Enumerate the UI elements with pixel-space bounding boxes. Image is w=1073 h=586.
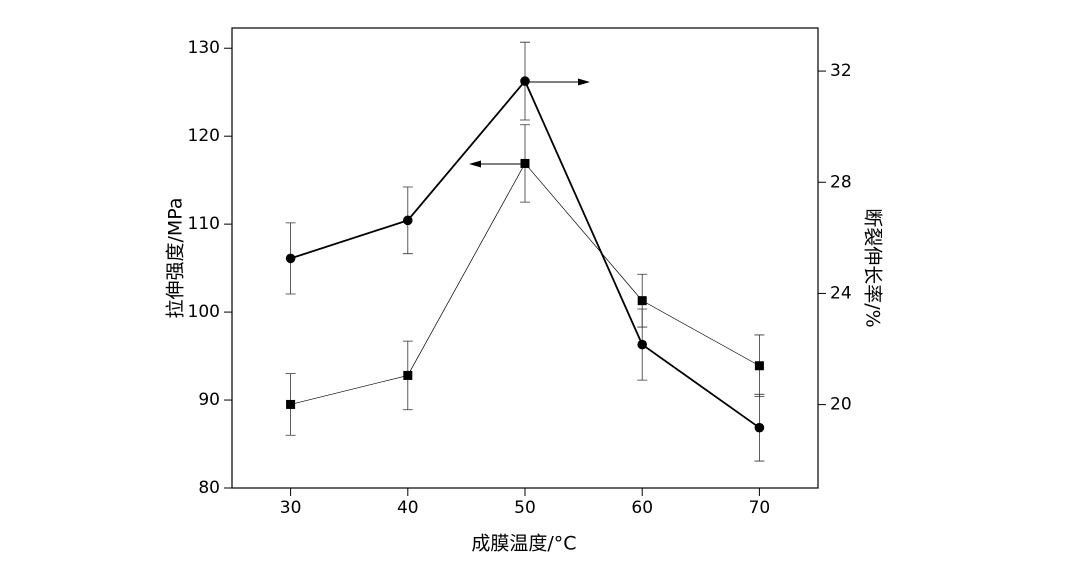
y-tick-label: 130	[188, 38, 220, 58]
x-tick-label: 30	[280, 498, 302, 518]
arrow-head	[469, 160, 481, 168]
y2-tick-label: 32	[830, 61, 852, 81]
arrow-head	[578, 78, 590, 86]
data-point	[520, 158, 530, 168]
y2-tick-label: 28	[830, 172, 852, 192]
x-axis-label: 成膜温度/°C	[471, 533, 576, 555]
data-point	[637, 339, 647, 350]
y-tick-label: 100	[188, 302, 220, 322]
y2-axis-label: 断裂伸长率/%	[862, 208, 884, 327]
data-point	[754, 361, 764, 371]
y-axis-label: 拉伸强度/MPa	[165, 197, 187, 318]
data-point	[754, 422, 765, 433]
x-tick-label: 60	[631, 498, 653, 518]
annotation-arrows	[469, 78, 590, 168]
data-point	[286, 399, 296, 409]
data-point	[520, 76, 530, 86]
data-point	[403, 215, 413, 226]
y-tick-label: 120	[188, 126, 220, 146]
y2-tick-label: 20	[830, 395, 852, 415]
data-point	[285, 253, 296, 264]
data-point	[403, 370, 413, 380]
y2-tick-label: 24	[830, 283, 852, 303]
data-point	[637, 296, 647, 306]
y-tick-label: 110	[188, 214, 220, 234]
x-tick-label: 50	[514, 498, 536, 518]
x-tick-label: 70	[749, 498, 771, 518]
y-tick-label: 80	[198, 478, 220, 498]
y-tick-label: 90	[198, 390, 220, 410]
x-tick-label: 40	[397, 498, 419, 518]
